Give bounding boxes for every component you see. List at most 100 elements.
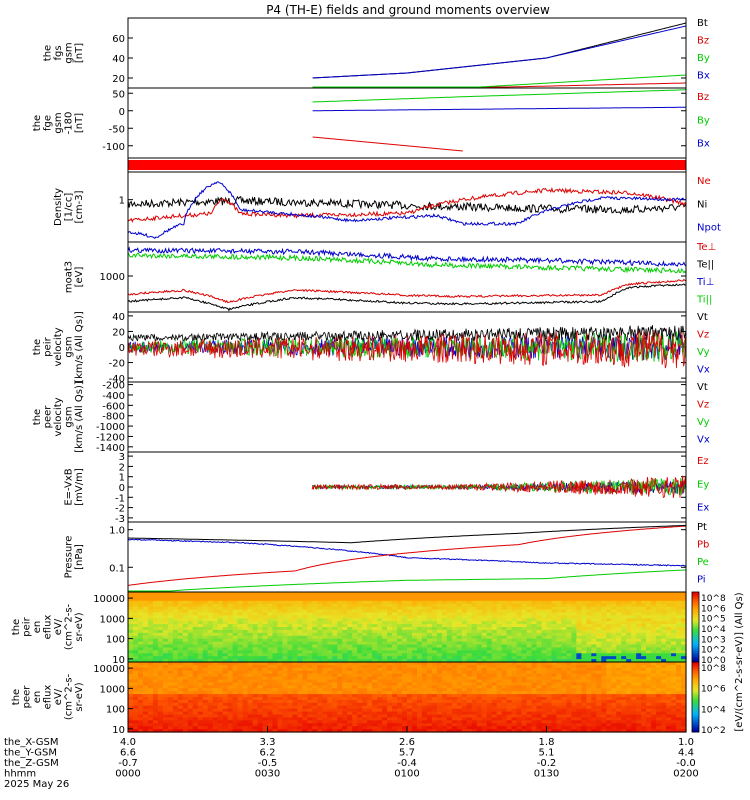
spectro-cell — [441, 609, 448, 614]
spectro-cell — [576, 600, 582, 605]
spectro-cell — [352, 650, 358, 654]
spectro-cell — [661, 600, 667, 605]
spectro-cell — [516, 650, 523, 654]
spectro-cell — [481, 632, 488, 637]
spectro-cell — [297, 656, 303, 660]
spectro-cell — [496, 621, 503, 625]
spectro-cell — [257, 635, 264, 640]
spectro-cell — [631, 647, 637, 651]
spectro-cell — [332, 609, 338, 614]
spectro-cell — [297, 717, 303, 721]
spectro-cell — [287, 691, 294, 695]
spectro-cell — [157, 635, 164, 640]
spectro-cell — [227, 618, 234, 622]
spectro-cell — [187, 726, 194, 730]
spectro-cell — [377, 714, 383, 719]
panel-ylabel-line: E=-VxB — [64, 468, 75, 505]
spectro-cell — [576, 612, 582, 616]
spectro-cell — [337, 664, 343, 669]
spectro-cell — [212, 667, 219, 672]
spectro-cell — [347, 720, 353, 724]
spectro-cell — [521, 720, 528, 724]
spectro-cell — [237, 670, 244, 675]
spectro-cell — [491, 670, 498, 675]
spectro-cell — [242, 594, 249, 599]
spectro-cell — [676, 629, 682, 634]
spectro-cell — [446, 615, 453, 619]
spectro-cell — [601, 627, 607, 631]
spectro-cell — [262, 694, 269, 698]
spectro-cell — [242, 615, 249, 619]
spectro-cell — [262, 612, 269, 616]
spectro-cell — [461, 627, 468, 631]
spectro-cell — [307, 606, 313, 611]
spectro-cell — [596, 592, 602, 596]
spectro-cell — [282, 679, 289, 684]
spectro-cell — [202, 638, 209, 643]
spectro-cell — [681, 656, 687, 660]
spectro-cell — [187, 650, 194, 654]
spectro-cell — [407, 694, 413, 698]
spectro-cell — [581, 635, 587, 640]
spectro-cell — [446, 729, 453, 733]
spectro-cell — [257, 638, 264, 643]
spectro-cell — [606, 624, 612, 628]
spectro-cell — [606, 594, 612, 599]
spectro-cell — [357, 594, 363, 599]
spectro-cell — [436, 656, 443, 660]
spectro-cell — [531, 708, 538, 713]
spectro-cell — [252, 708, 259, 713]
spectro-cell — [157, 659, 164, 663]
spectro-cell — [307, 723, 313, 727]
spectro-cell — [297, 644, 303, 649]
spectro-cell — [551, 673, 558, 678]
spectro-cell — [387, 697, 393, 701]
spectro-cell — [516, 711, 523, 716]
spectro-cell — [367, 729, 373, 733]
spectro-cell — [247, 662, 254, 666]
spectro-cell — [367, 621, 373, 625]
spectro-cell — [347, 615, 353, 619]
spectro-cell — [367, 717, 373, 721]
spectro-cell — [456, 609, 463, 614]
spectro-cell — [277, 629, 284, 634]
spectro-cell — [222, 629, 229, 634]
spectro-cell — [411, 688, 418, 692]
spectro-cell — [222, 711, 229, 716]
spectro-cell — [197, 717, 204, 721]
spectro-cell — [581, 603, 587, 608]
spectro-cell — [631, 638, 637, 643]
spectro-cell — [536, 697, 543, 701]
spectro-cell — [402, 638, 408, 643]
spectro-cell — [496, 729, 503, 733]
spectro-cell — [501, 618, 508, 622]
spectro-cell — [451, 697, 458, 701]
panel-ylabel-line: velocity — [53, 397, 64, 436]
spectro-cell — [327, 688, 333, 692]
spectro-cell — [481, 609, 488, 614]
spectro-cell — [312, 618, 318, 622]
spectro-cell — [277, 705, 284, 710]
spectro-cell — [541, 656, 548, 660]
spectro-cell — [142, 664, 149, 669]
spectro-cell — [157, 679, 164, 684]
spectro-cell — [347, 729, 353, 733]
spectro-cell — [162, 667, 169, 672]
spectro-cell — [307, 632, 313, 637]
spectro-cell — [128, 603, 134, 608]
spectro-cell — [152, 729, 159, 733]
y-tick-label: 1000 — [100, 614, 125, 625]
spectro-cell — [152, 627, 159, 631]
spectro-cell — [267, 720, 274, 724]
spectro-cell — [222, 644, 229, 649]
spectro-cell — [252, 618, 259, 622]
spectro-cell — [282, 653, 289, 657]
spectro-cell — [362, 717, 368, 721]
spectro-cell — [272, 621, 279, 625]
spectro-cell — [267, 702, 274, 707]
spectro-cell — [222, 688, 229, 692]
spectro-cell — [426, 673, 433, 678]
spectro-cell — [501, 627, 508, 631]
spectro-cell — [267, 662, 274, 666]
spectro-cell — [466, 615, 473, 619]
